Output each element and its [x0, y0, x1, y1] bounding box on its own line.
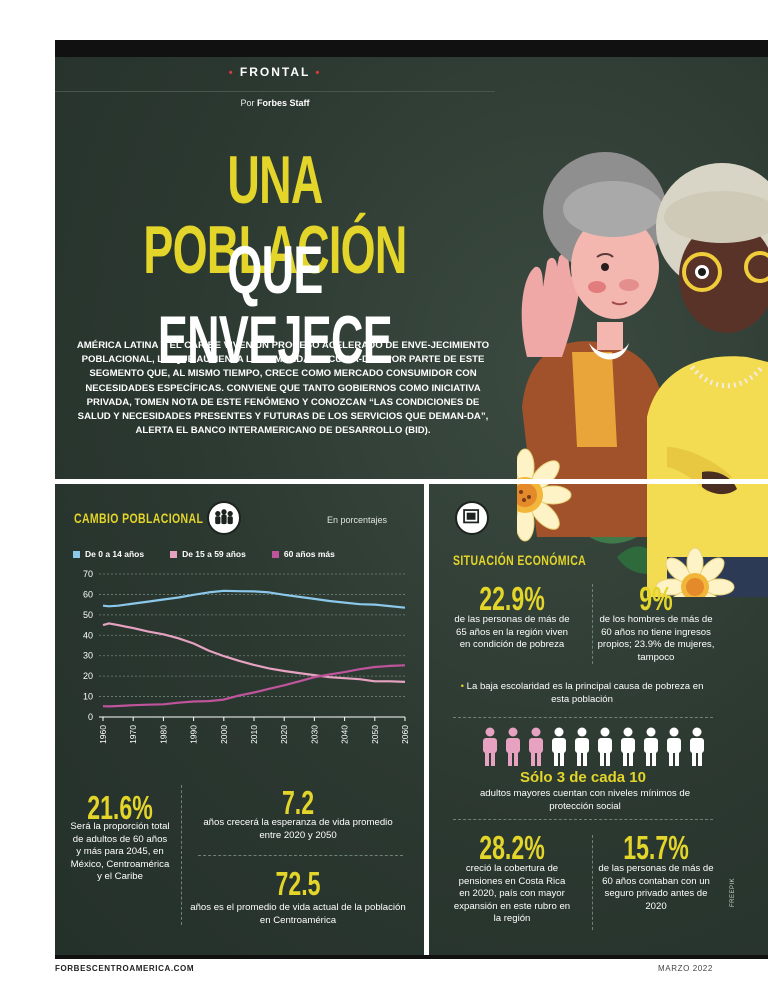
- series-line-1: [102, 622, 406, 683]
- headline-line-1: UNA POBLACIÓN: [143, 142, 407, 288]
- person-icon: [664, 727, 684, 769]
- byline: Por Forbes Staff: [55, 98, 495, 108]
- x-tick-label: 2060: [400, 725, 410, 744]
- stat-7-2: 7.2: [281, 784, 315, 821]
- document-icon: [455, 501, 489, 535]
- stat-28-2-text: creció la cobertura de pensiones en Cost…: [453, 863, 571, 925]
- x-tick-label: 2010: [249, 725, 259, 744]
- right-stats-vertical-dash: [592, 584, 593, 664]
- stats-vertical-dash: [181, 785, 182, 925]
- unit-note: En porcentajes: [327, 515, 388, 525]
- kicker-rule: [55, 91, 495, 92]
- stats-horizontal-dash: [198, 855, 403, 856]
- top-black-bar: [55, 40, 768, 57]
- x-tick-label: 1980: [158, 725, 168, 744]
- bullet-note: • La baja escolaridad es la principal ca…: [457, 681, 707, 706]
- byline-author: Forbes Staff: [257, 98, 310, 108]
- people-pictogram: [480, 727, 720, 769]
- crowd-icon: [207, 501, 241, 535]
- legend-swatch-pink: [170, 550, 178, 558]
- y-tick-label: 10: [83, 692, 93, 702]
- footer-site: FORBESCENTROAMERICA.COM: [55, 964, 195, 973]
- highlight-stat: Sólo 3 de cada 10: [520, 769, 646, 786]
- x-tick-label: 2030: [309, 725, 319, 744]
- y-tick-label: 0: [88, 712, 93, 722]
- bullet-dot: •: [460, 681, 464, 692]
- y-tick-label: 40: [83, 630, 93, 640]
- person-icon-highlighted: [480, 727, 500, 769]
- stat-22-9-text: de las personas de más de 65 años en la …: [454, 614, 570, 651]
- legend-label: 60 años más: [283, 549, 335, 559]
- x-tick-label: 2050: [370, 725, 380, 744]
- stat-9: 9%: [639, 580, 673, 617]
- person-icon: [572, 727, 592, 769]
- x-tick-label: 1960: [98, 725, 108, 744]
- x-tick-label: 2040: [340, 725, 350, 744]
- right-stats-vertical-dash-2: [592, 835, 593, 930]
- article-page: • FRONTAL • Por Forbes Staff UNA POBLACI…: [55, 57, 768, 957]
- legend-label: De 0 a 14 años: [85, 549, 145, 559]
- series-line-0: [102, 589, 406, 609]
- x-tick-label: 1990: [189, 725, 199, 744]
- left-panel-title: CAMBIO POBLACIONAL: [74, 510, 204, 526]
- y-tick-label: 50: [83, 610, 93, 620]
- x-tick-label: 1970: [128, 725, 138, 744]
- highlight-text: adultos mayores cuentan con niveles míni…: [479, 788, 691, 812]
- horizontal-divider: [55, 479, 768, 484]
- right-dash-2: [453, 819, 713, 820]
- stat-7-2-text: años crecerá la esperanza de vida promed…: [203, 817, 393, 841]
- person-icon-highlighted: [503, 727, 523, 769]
- legend-item-60-plus: 60 años más: [271, 549, 335, 559]
- stat-9-text: de los hombres de más de 60 años no tien…: [597, 614, 715, 663]
- elderly-women-illustration: [517, 152, 768, 597]
- section-kicker: • FRONTAL •: [55, 65, 495, 79]
- legend-item-0-14: De 0 a 14 años: [73, 549, 144, 559]
- stat-72-5-text: años es el promedio de vida actual de la…: [190, 902, 406, 926]
- person-icon: [549, 727, 569, 769]
- legend-swatch-purple: [271, 550, 279, 558]
- person-icon: [595, 727, 615, 769]
- stat-21-6: 21.6%: [87, 789, 153, 826]
- stat-21-6-text: Será la proporción total de adultos de 6…: [70, 821, 170, 883]
- bottom-black-bar: [55, 955, 768, 959]
- stat-15-7-text: de las personas de más de 60 años contab…: [598, 863, 714, 912]
- bullet-text: La baja escolaridad es la principal caus…: [466, 681, 704, 705]
- person-icon: [687, 727, 707, 769]
- x-tick-label: 2000: [219, 725, 229, 744]
- footer-date: MARZO 2022: [658, 964, 713, 973]
- stat-15-7: 15.7%: [623, 829, 689, 866]
- person-icon: [618, 727, 638, 769]
- x-tick-label: 2020: [279, 725, 289, 744]
- kicker-label: FRONTAL: [239, 65, 311, 79]
- stat-22-9: 22.9%: [479, 580, 545, 617]
- right-panel-title: SITUACIÓN ECONÓMICA: [453, 552, 587, 568]
- stat-28-2: 28.2%: [479, 829, 545, 866]
- stat-72-5: 72.5: [275, 865, 321, 902]
- y-tick-label: 20: [83, 671, 93, 681]
- right-dash-1: [453, 717, 713, 718]
- headline-line-2: QUE ENVEJECE: [157, 232, 393, 378]
- kicker-dot-right: •: [315, 67, 322, 79]
- kicker-dot-left: •: [228, 67, 235, 79]
- legend-swatch-blue: [73, 550, 80, 558]
- y-tick-label: 60: [83, 589, 93, 599]
- intro-paragraph: AMÉRICA LATINA Y EL CARIBE VIVEN UN PROC…: [76, 340, 490, 437]
- person-icon: [641, 727, 661, 769]
- series-line-2: [102, 664, 406, 708]
- vertical-divider: [424, 479, 429, 957]
- y-tick-label: 30: [83, 651, 93, 661]
- person-icon-highlighted: [526, 727, 546, 769]
- byline-prefix: Por: [240, 98, 255, 108]
- chart-legend: De 0 a 14 años De 15 a 59 años 60 años m…: [73, 549, 413, 559]
- legend-label: De 15 a 59 años: [182, 549, 246, 559]
- legend-item-15-59: De 15 a 59 años: [170, 549, 246, 559]
- image-credit: FREEPIK: [730, 877, 736, 907]
- population-line-chart: 0 10 20 30 40 50 60 70 1960 1970 1980 1990 2000 2010 2…: [55, 562, 424, 767]
- y-tick-label: 70: [83, 569, 93, 579]
